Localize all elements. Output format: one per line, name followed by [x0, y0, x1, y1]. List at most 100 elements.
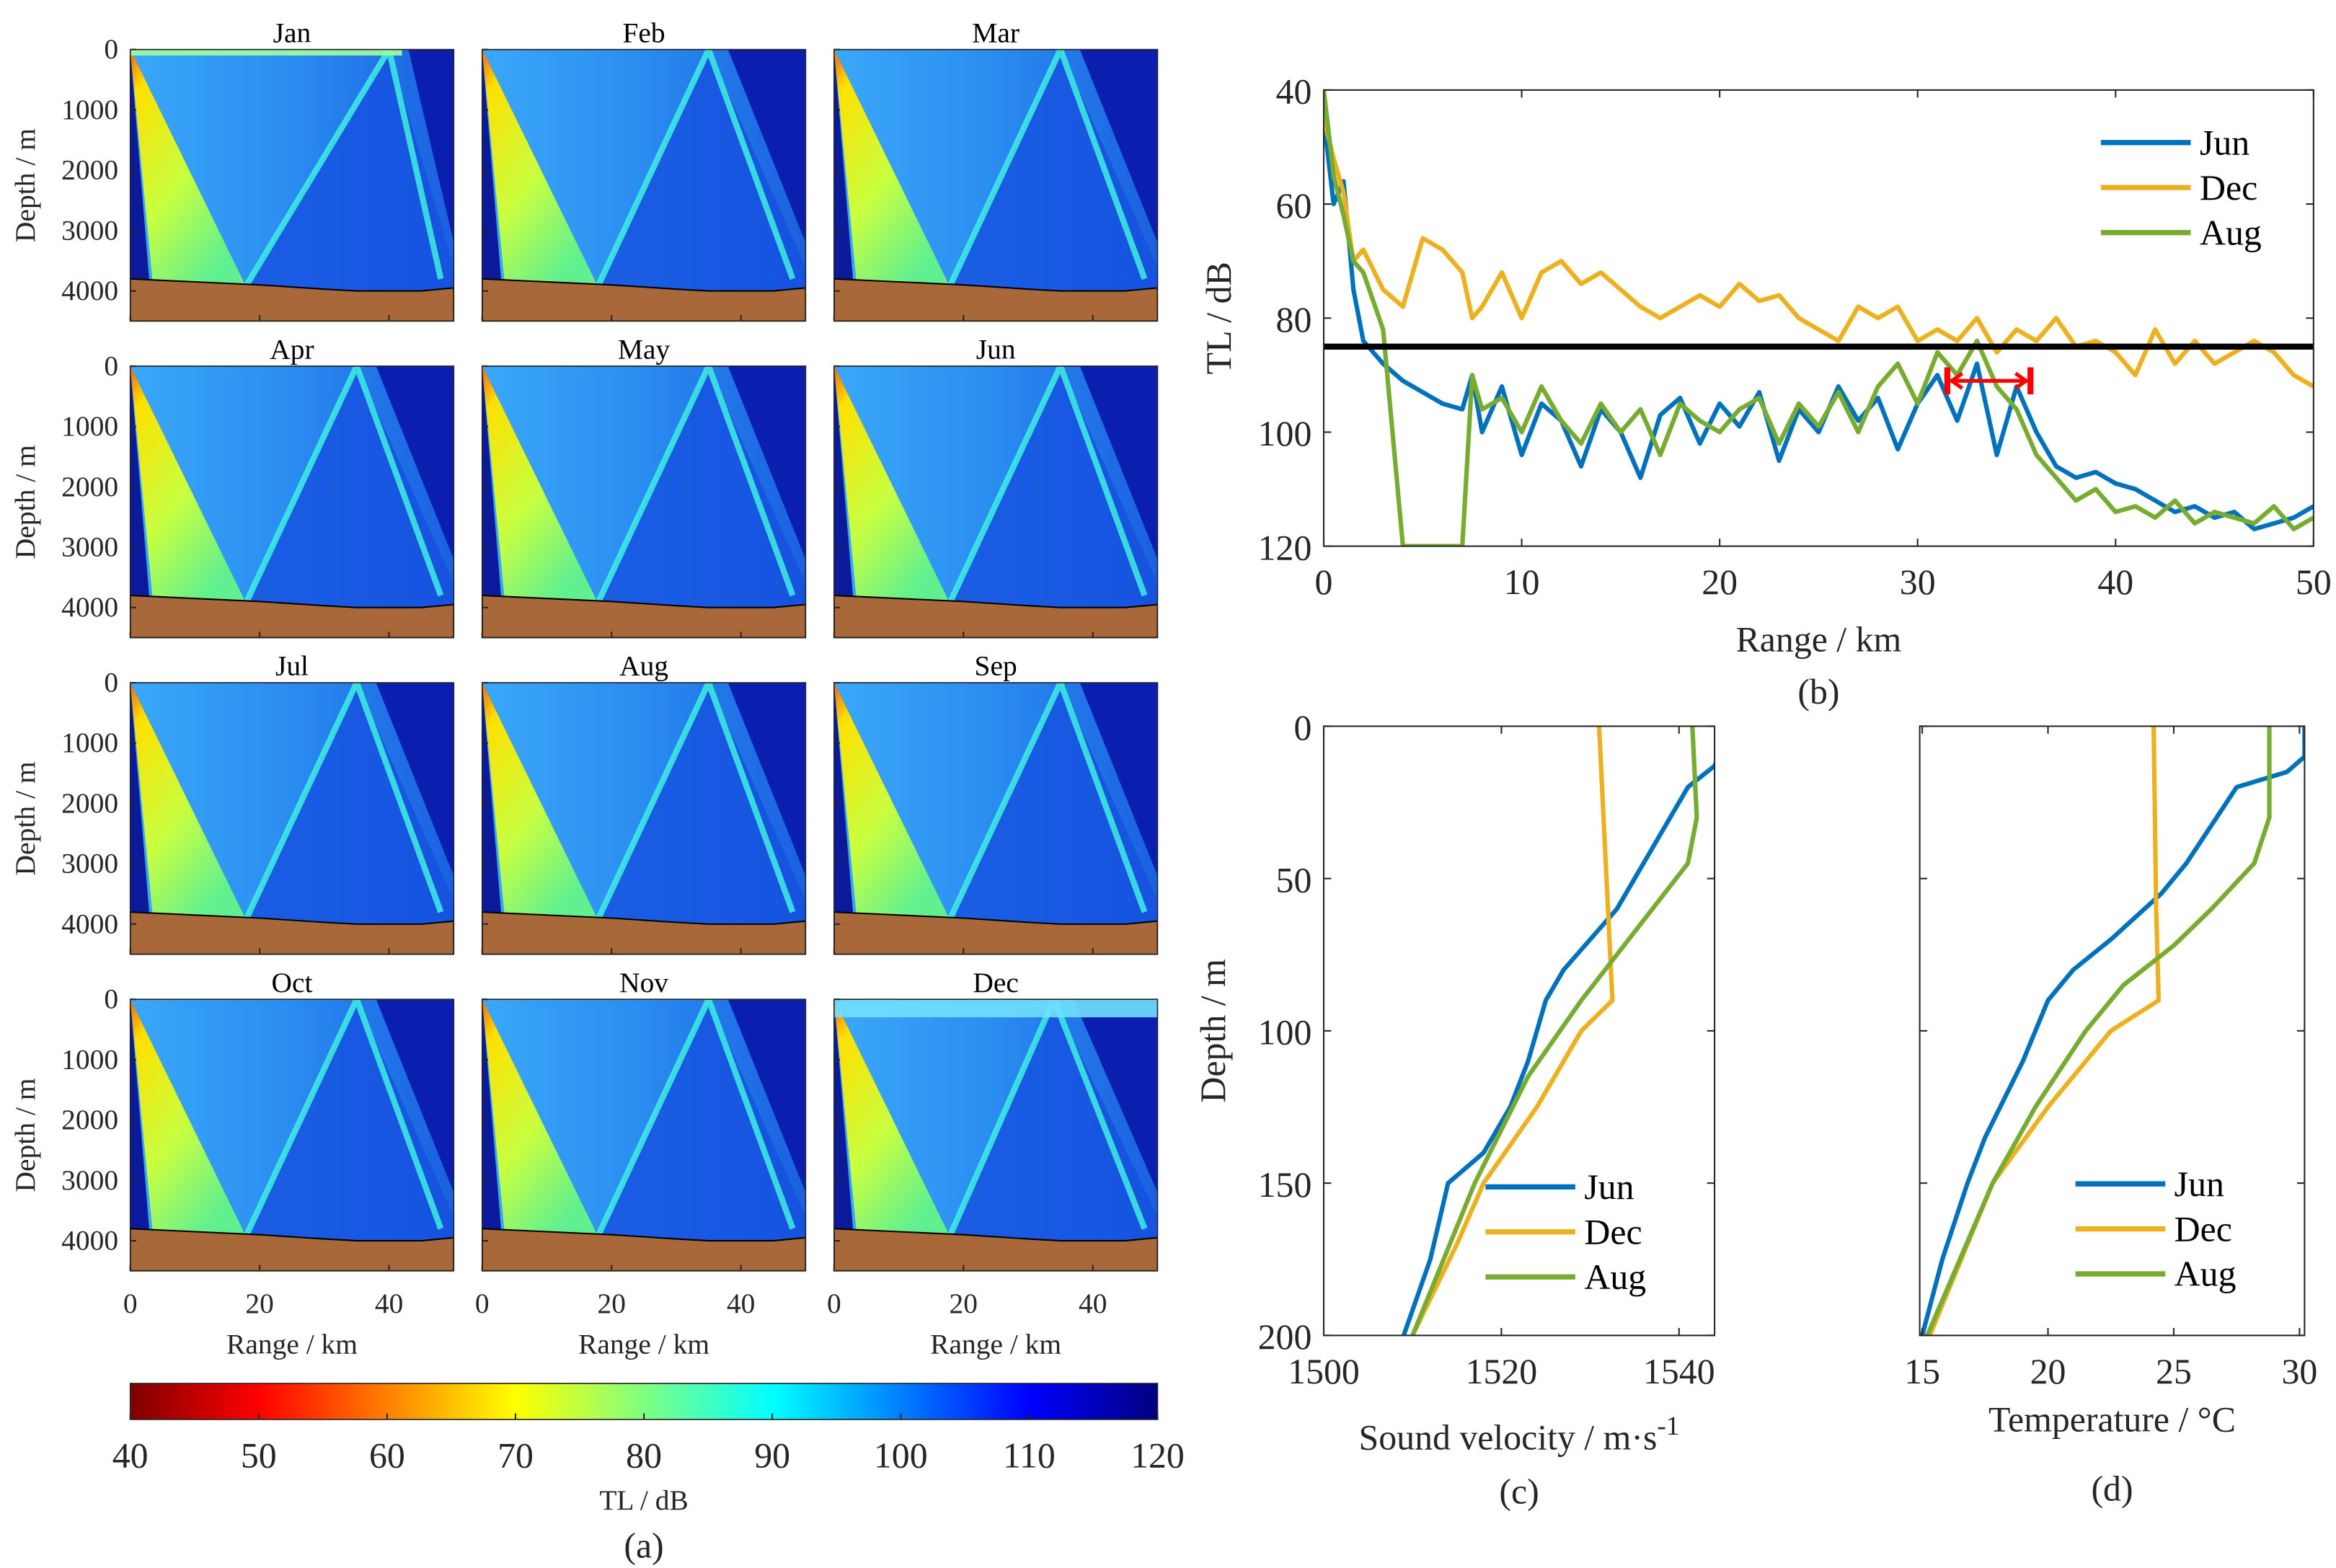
heatmap [482, 49, 806, 322]
plot-area [1324, 89, 2314, 546]
y-tick-label: 60 [1276, 186, 1312, 226]
near-shadow [833, 366, 854, 602]
panel-title: Jun [976, 333, 1016, 365]
y-tick-label: 100 [1258, 414, 1312, 453]
series-line-aug [1410, 726, 1699, 1336]
panel-title: Jul [275, 650, 309, 682]
y-tick-label: 0 [104, 350, 118, 381]
caption-a: (a) [624, 1525, 663, 1565]
near-shadow [833, 683, 854, 918]
y-tick-label: 50 [1276, 860, 1312, 900]
x-tick-label: 20 [597, 1288, 625, 1319]
convergence-ridge [947, 49, 1148, 286]
deep-zone [247, 683, 454, 954]
axes-box [129, 366, 455, 639]
legend-label-dec: Dec [1584, 1212, 1642, 1252]
direct-beam [482, 49, 599, 288]
seabed [482, 594, 806, 638]
deep-zone [950, 683, 1158, 954]
direct-beam [130, 366, 247, 605]
panel-title: Mar [972, 17, 1019, 48]
y-tick-label: 3000 [61, 531, 118, 562]
axes-box [481, 998, 807, 1272]
series-line-dec [1410, 726, 1615, 1336]
x-tick-label: 1520 [1466, 1352, 1538, 1391]
axes-box [1322, 725, 1716, 1337]
x-tick-label: 40 [375, 1288, 403, 1319]
y-tick-label: 4000 [61, 591, 118, 623]
y-axis-label: TL / dB [1199, 262, 1239, 374]
y-tick-label: 1000 [61, 1043, 118, 1075]
convergence-ridge [947, 683, 1148, 920]
x-axis-label-text: Range / km [1736, 619, 1902, 659]
shadow-zone [727, 999, 806, 1193]
seabed [482, 278, 806, 322]
x-axis-label: Range / km [226, 1328, 358, 1360]
colorbar-label: TL / dB [599, 1484, 688, 1516]
y-axis-label: Depth / m [1193, 959, 1233, 1103]
heatmap [833, 999, 1158, 1271]
heatmap [130, 999, 454, 1271]
shadow-zone [727, 366, 806, 559]
y-tick-label: 0 [1293, 708, 1311, 748]
x-tick-label: 1500 [1288, 1352, 1360, 1391]
heatmap [482, 366, 806, 638]
axes-box [833, 998, 1159, 1272]
x-tick-label: 20 [950, 1288, 978, 1319]
legend-label-aug: Aug [2200, 213, 2262, 252]
seabed [833, 278, 1158, 322]
seabed [833, 594, 1158, 638]
panel-title: Apr [270, 333, 314, 365]
y-tick-label: 3000 [61, 214, 118, 246]
x-axis-label-text: Temperature / °C [1988, 1400, 2236, 1440]
caption: (b) [1797, 672, 1839, 712]
seabed [130, 1228, 454, 1271]
y-tick-label: 0 [104, 666, 118, 698]
y-tick-label: 120 [1258, 528, 1312, 567]
y-tick-label: 2000 [61, 154, 118, 186]
x-axis-label-text: Sound velocity / m·s [1359, 1418, 1658, 1458]
legend-label-dec: Dec [2174, 1209, 2232, 1249]
series-line-aug [1324, 89, 2314, 546]
x-axis-label: Range / km [578, 1328, 709, 1360]
legend-label-dec: Dec [2200, 168, 2257, 208]
y-tick-label: 0 [104, 33, 118, 65]
colorbar: 40 50 60 70 80 90 100 110 120 TL / dB (a) [112, 1383, 1185, 1565]
tl-map-jan: Jan 0 1000 2000 3000 4000 Depth / m [9, 17, 455, 322]
panel-title: Feb [622, 17, 665, 48]
plot-area [1401, 726, 1715, 1336]
panel-b-tl-vs-range: 0 10 20 30 40 50 40 60 80 100 120 Range / km TL / dB… [1199, 72, 2331, 712]
tl-map-may: May [481, 333, 807, 639]
deep-zone [598, 49, 806, 322]
heatmap [130, 366, 454, 638]
deep-zone [950, 999, 1158, 1271]
axes-box [481, 366, 807, 639]
legend-label-aug: Aug [1584, 1257, 1646, 1297]
heatmap [482, 999, 806, 1271]
legend-label-jun: Jun [2200, 123, 2249, 162]
x-axis-label: Range / km [1736, 619, 1902, 659]
y-tick-label: 3000 [61, 848, 118, 880]
tl-map-dec: Dec 0 20 40 Range / km [827, 967, 1159, 1360]
plot-area [1920, 726, 2305, 1336]
tl-map-aug: Aug [481, 650, 807, 955]
convergence-ridge [596, 366, 796, 603]
tl-map-feb: Feb [481, 17, 807, 322]
deep-zone [247, 366, 454, 638]
axes-box [833, 682, 1159, 955]
series-line-jun [1324, 118, 2314, 532]
tl-map-jun: Jun [833, 333, 1159, 639]
x-tick-label: 1540 [1643, 1352, 1715, 1391]
legend: Jun Dec Aug [2075, 1164, 2237, 1294]
y-tick-label: 80 [1276, 300, 1312, 340]
direct-beam [833, 49, 951, 288]
heatmap [833, 366, 1158, 638]
tl-map-sep: Sep [833, 650, 1159, 955]
direct-beam [482, 366, 599, 605]
panel-title: May [618, 333, 671, 365]
x-tick-label: 20 [245, 1288, 273, 1319]
tl-map-apr: Apr 0 1000 2000 3000 4000 Depth / m [9, 333, 455, 639]
axes-box [481, 48, 807, 322]
seabed [482, 911, 806, 954]
y-tick-label: 1000 [61, 727, 118, 758]
